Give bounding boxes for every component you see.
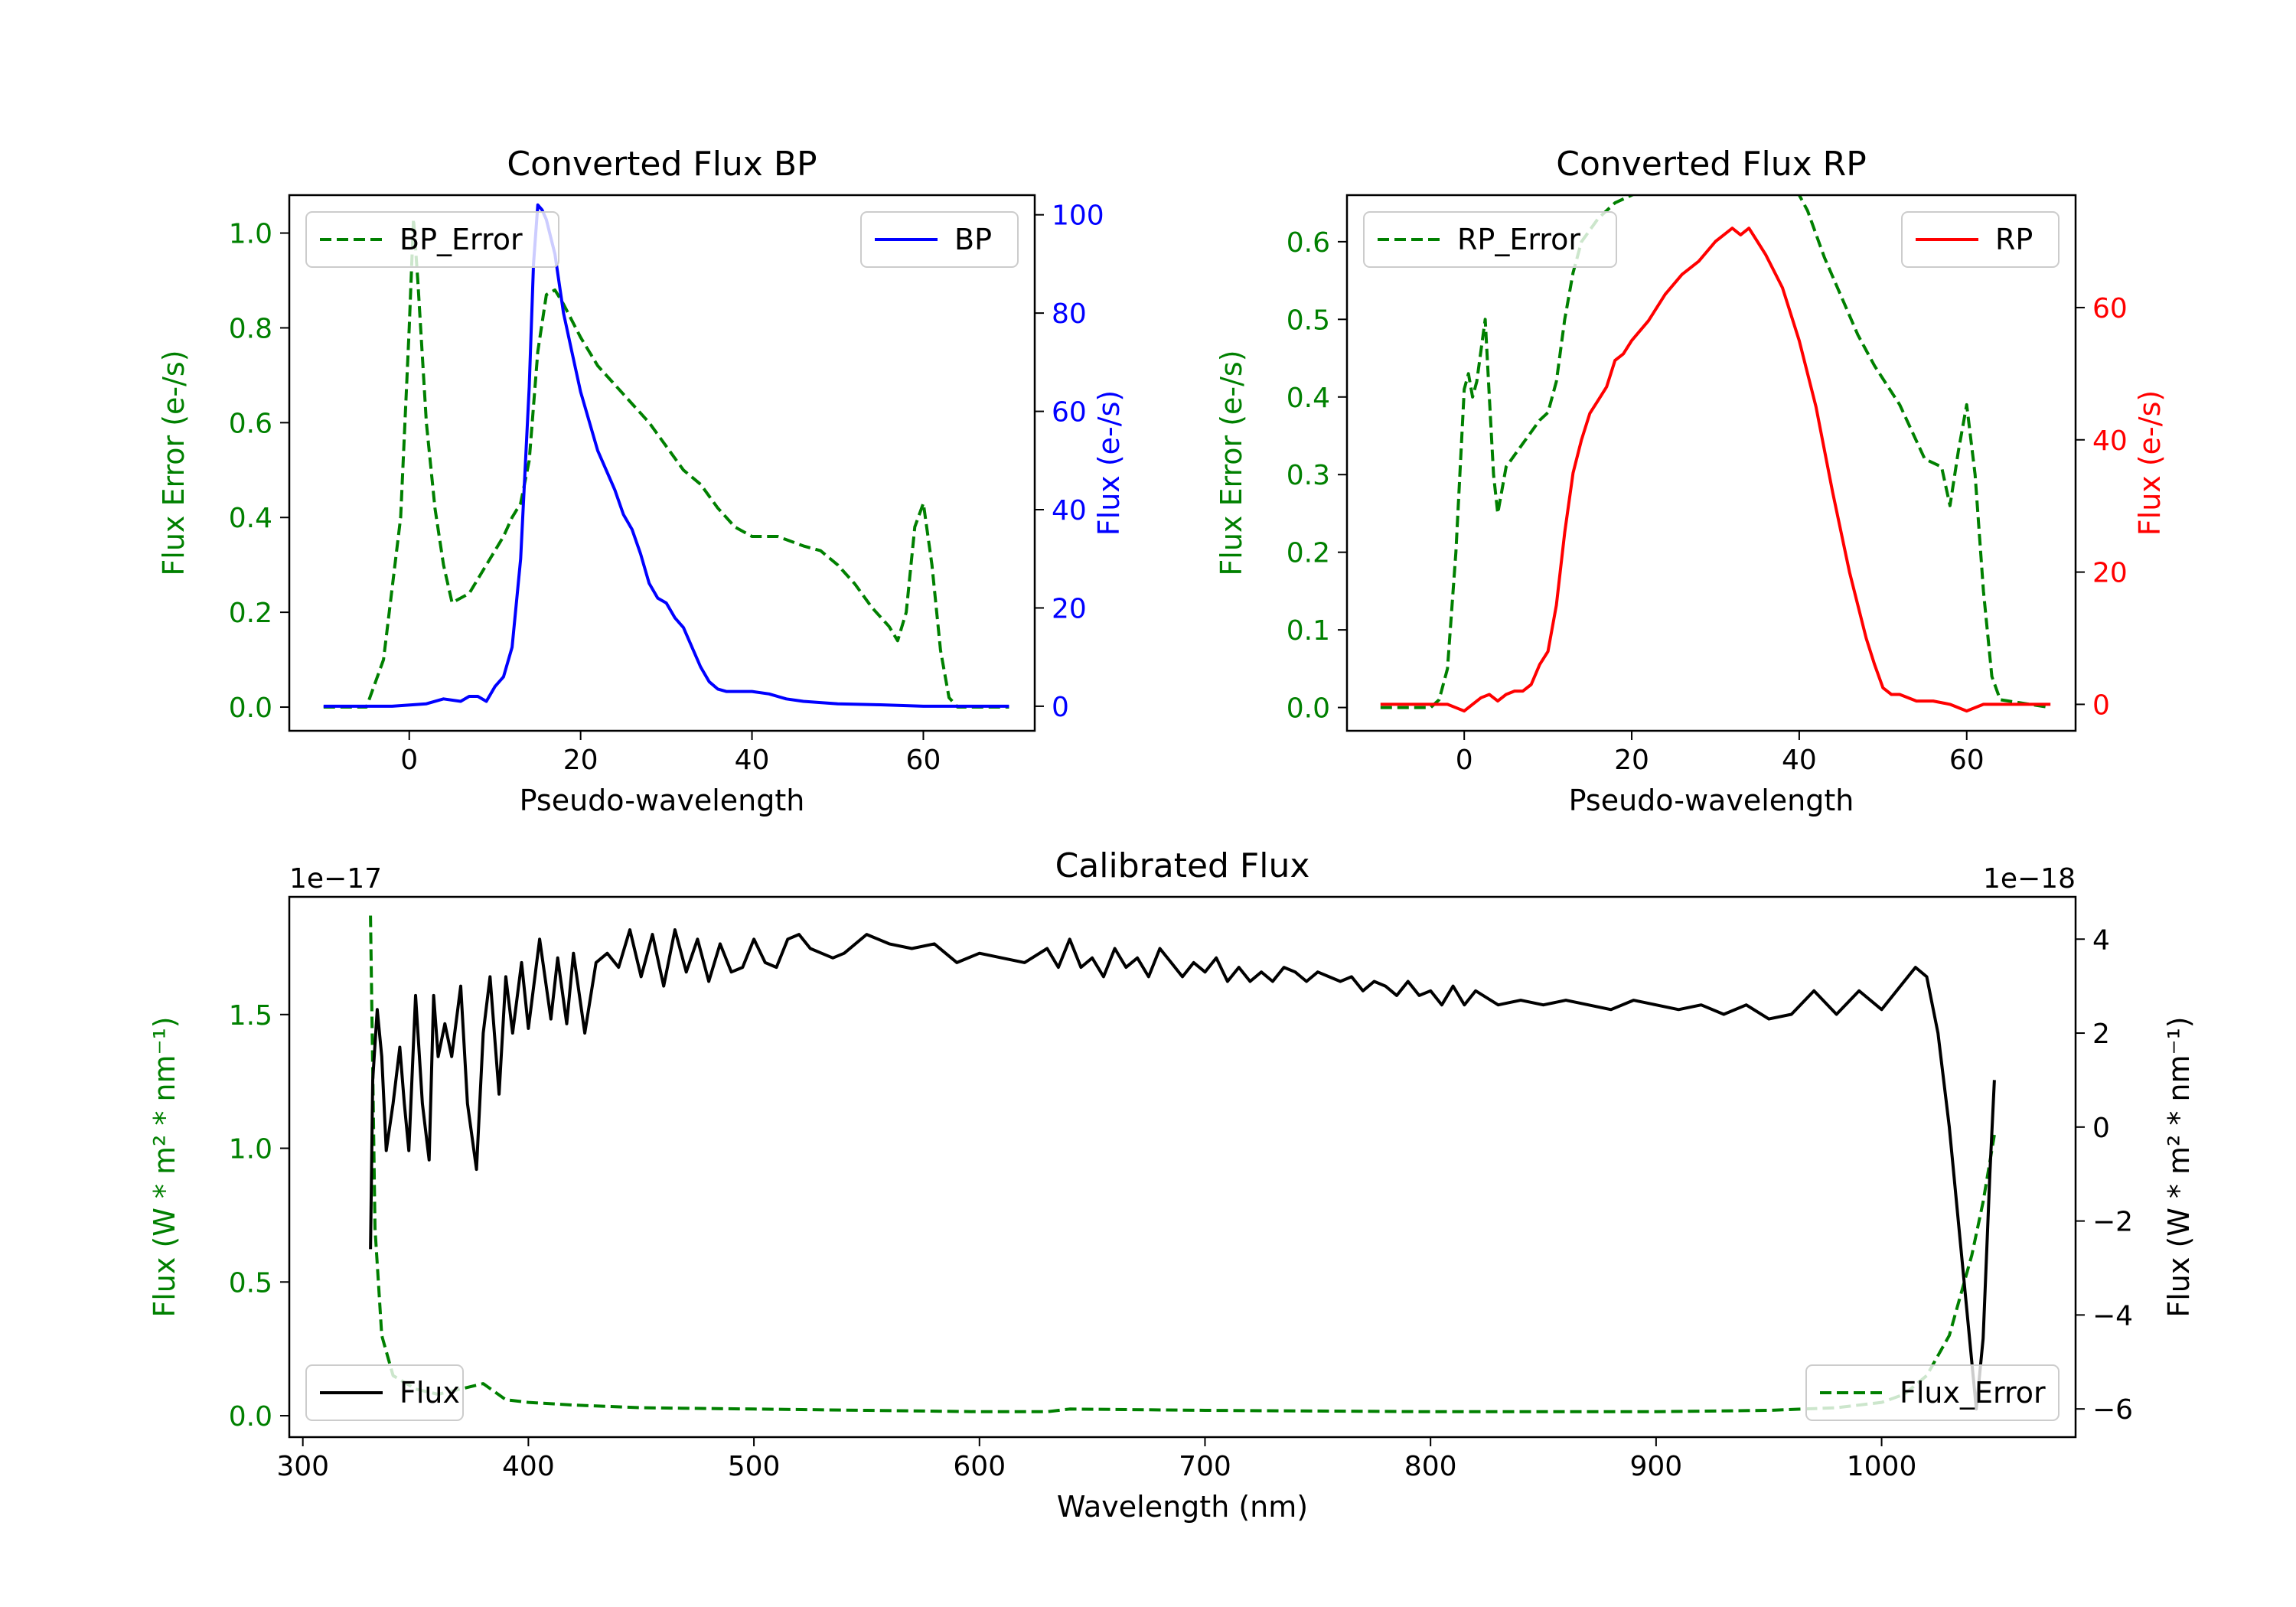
series-line-rp-error bbox=[1380, 195, 2051, 709]
left-offset-text: 1e−17 bbox=[289, 863, 382, 895]
right-tick-label: 20 bbox=[1052, 593, 1087, 624]
series-line-flux-error bbox=[369, 915, 1996, 1413]
left-tick-label: 0.2 bbox=[229, 598, 272, 629]
right-tick-label: 60 bbox=[1052, 397, 1087, 429]
x-tick-label: 0 bbox=[1456, 745, 1473, 776]
left-tick-label: 1.5 bbox=[229, 1000, 272, 1032]
right-tick-label: 4 bbox=[2092, 924, 2110, 956]
axes-frame bbox=[288, 194, 1036, 732]
x-tick-label: 600 bbox=[953, 1451, 1006, 1482]
left-axis-label: Flux Error (e-/s) bbox=[1215, 350, 1248, 575]
x-tick-label: 60 bbox=[1949, 745, 1985, 776]
legend-label: BP bbox=[954, 223, 992, 256]
legend-flux-error: Flux_Error bbox=[1805, 1364, 2060, 1421]
x-tick-label: 60 bbox=[906, 745, 941, 776]
right-tick-label: 60 bbox=[2092, 293, 2128, 324]
legend-box bbox=[1363, 211, 1617, 268]
chart-title: Converted Flux BP bbox=[507, 145, 817, 184]
right-tick-label: 80 bbox=[1052, 298, 1087, 330]
left-tick-label: 0.8 bbox=[229, 313, 272, 344]
legend-rp-error: RP_Error bbox=[1363, 211, 1617, 268]
right-tick-label: 2 bbox=[2092, 1019, 2110, 1050]
panel-bp: 0 20 40 60 Pseudo-wavelength 0.0 0.2 0.4 0.6 0.8 1… bbox=[157, 145, 1126, 817]
legend-box bbox=[305, 211, 559, 268]
left-axis-label: Flux (W * m² * nm⁻¹) bbox=[148, 1016, 181, 1317]
right-tick-label: 0 bbox=[2092, 1113, 2110, 1144]
legend-box bbox=[860, 211, 1019, 268]
left-tick-label: 0.3 bbox=[1287, 460, 1330, 491]
x-axis-label: Pseudo-wavelength bbox=[520, 784, 805, 817]
legend-box bbox=[1901, 211, 2060, 268]
left-tick-label: 0.6 bbox=[229, 408, 272, 439]
x-tick-label: 700 bbox=[1179, 1451, 1231, 1482]
legend-label: BP_Error bbox=[400, 223, 523, 256]
panel-cal: 300 400 500 600 700 800 900 1000 Wavelength (nm)… bbox=[148, 846, 2196, 1524]
series-group bbox=[323, 203, 1009, 709]
legend-rp: RP bbox=[1901, 211, 2060, 268]
legend-box bbox=[305, 1364, 464, 1421]
left-tick-label: 0.0 bbox=[1287, 693, 1330, 725]
series-line-rp bbox=[1380, 227, 2051, 713]
series-group bbox=[1380, 195, 2051, 713]
legend-flux: Flux bbox=[305, 1364, 464, 1421]
legend-bp: BP bbox=[860, 211, 1019, 268]
left-tick-label: 0.6 bbox=[1287, 227, 1330, 259]
right-axis-label: Flux (W * m² * nm⁻¹) bbox=[2162, 1016, 2196, 1317]
series-line-bp-error bbox=[323, 217, 1009, 709]
right-tick-label: 40 bbox=[1052, 495, 1087, 526]
left-tick-label: 1.0 bbox=[229, 1134, 272, 1165]
axes-frame bbox=[288, 895, 2077, 1439]
left-axis-label: Flux Error (e-/s) bbox=[157, 350, 191, 575]
right-tick-label: −2 bbox=[2092, 1207, 2133, 1238]
left-tick-label: 0.1 bbox=[1287, 615, 1330, 647]
x-tick-label: 20 bbox=[563, 745, 598, 776]
axes-frame bbox=[1345, 194, 2077, 732]
series-group bbox=[369, 915, 1996, 1413]
right-offset-text: 1e−18 bbox=[1983, 863, 2076, 895]
left-tick-label: 0.4 bbox=[1287, 383, 1330, 414]
x-tick-label: 0 bbox=[400, 745, 418, 776]
left-tick-label: 0.0 bbox=[229, 1401, 272, 1433]
left-tick-label: 0.4 bbox=[229, 503, 272, 534]
x-tick-label: 1000 bbox=[1847, 1451, 1917, 1482]
right-tick-label: 100 bbox=[1052, 200, 1104, 232]
chart-title: Converted Flux RP bbox=[1556, 145, 1867, 184]
right-tick-label: −4 bbox=[2092, 1300, 2133, 1332]
legend-label: RP bbox=[1995, 223, 2033, 256]
series-line-flux bbox=[369, 928, 1996, 1411]
x-tick-label: 40 bbox=[735, 745, 770, 776]
x-tick-label: 40 bbox=[1782, 745, 1817, 776]
x-tick-label: 900 bbox=[1630, 1451, 1683, 1482]
legend-bp-error: BP_Error bbox=[305, 211, 559, 268]
right-tick-label: 0 bbox=[2092, 689, 2110, 721]
left-tick-label: 0.2 bbox=[1287, 538, 1330, 569]
right-axis-label: Flux (e-/s) bbox=[1092, 390, 1126, 536]
x-tick-label: 20 bbox=[1614, 745, 1649, 776]
x-axis-label: Pseudo-wavelength bbox=[1569, 784, 1854, 817]
left-tick-label: 1.0 bbox=[229, 219, 272, 250]
x-tick-label: 300 bbox=[276, 1451, 329, 1482]
legend-label: Flux bbox=[400, 1376, 460, 1410]
x-tick-label: 400 bbox=[502, 1451, 555, 1482]
x-tick-label: 500 bbox=[728, 1451, 781, 1482]
series-line-bp bbox=[323, 203, 1009, 708]
x-axis-label: Wavelength (nm) bbox=[1057, 1490, 1308, 1524]
chart-title: Calibrated Flux bbox=[1055, 846, 1310, 885]
panel-rp: 0 20 40 60 Pseudo-wavelength 0.0 0.1 0.2 0.3 0.4 0… bbox=[1215, 145, 2167, 817]
right-tick-label: 40 bbox=[2092, 425, 2128, 457]
right-tick-label: −6 bbox=[2092, 1394, 2133, 1426]
left-tick-label: 0.0 bbox=[229, 693, 272, 724]
left-tick-label: 0.5 bbox=[229, 1267, 272, 1299]
legend-label: RP_Error bbox=[1457, 223, 1580, 256]
right-tick-label: 0 bbox=[1052, 692, 1069, 723]
x-tick-label: 800 bbox=[1404, 1451, 1457, 1482]
legend-label: Flux_Error bbox=[1900, 1376, 2046, 1410]
legend-box bbox=[1805, 1364, 2060, 1421]
left-tick-label: 0.5 bbox=[1287, 305, 1330, 336]
right-axis-label: Flux (e-/s) bbox=[2133, 390, 2167, 536]
right-tick-label: 20 bbox=[2092, 558, 2128, 589]
